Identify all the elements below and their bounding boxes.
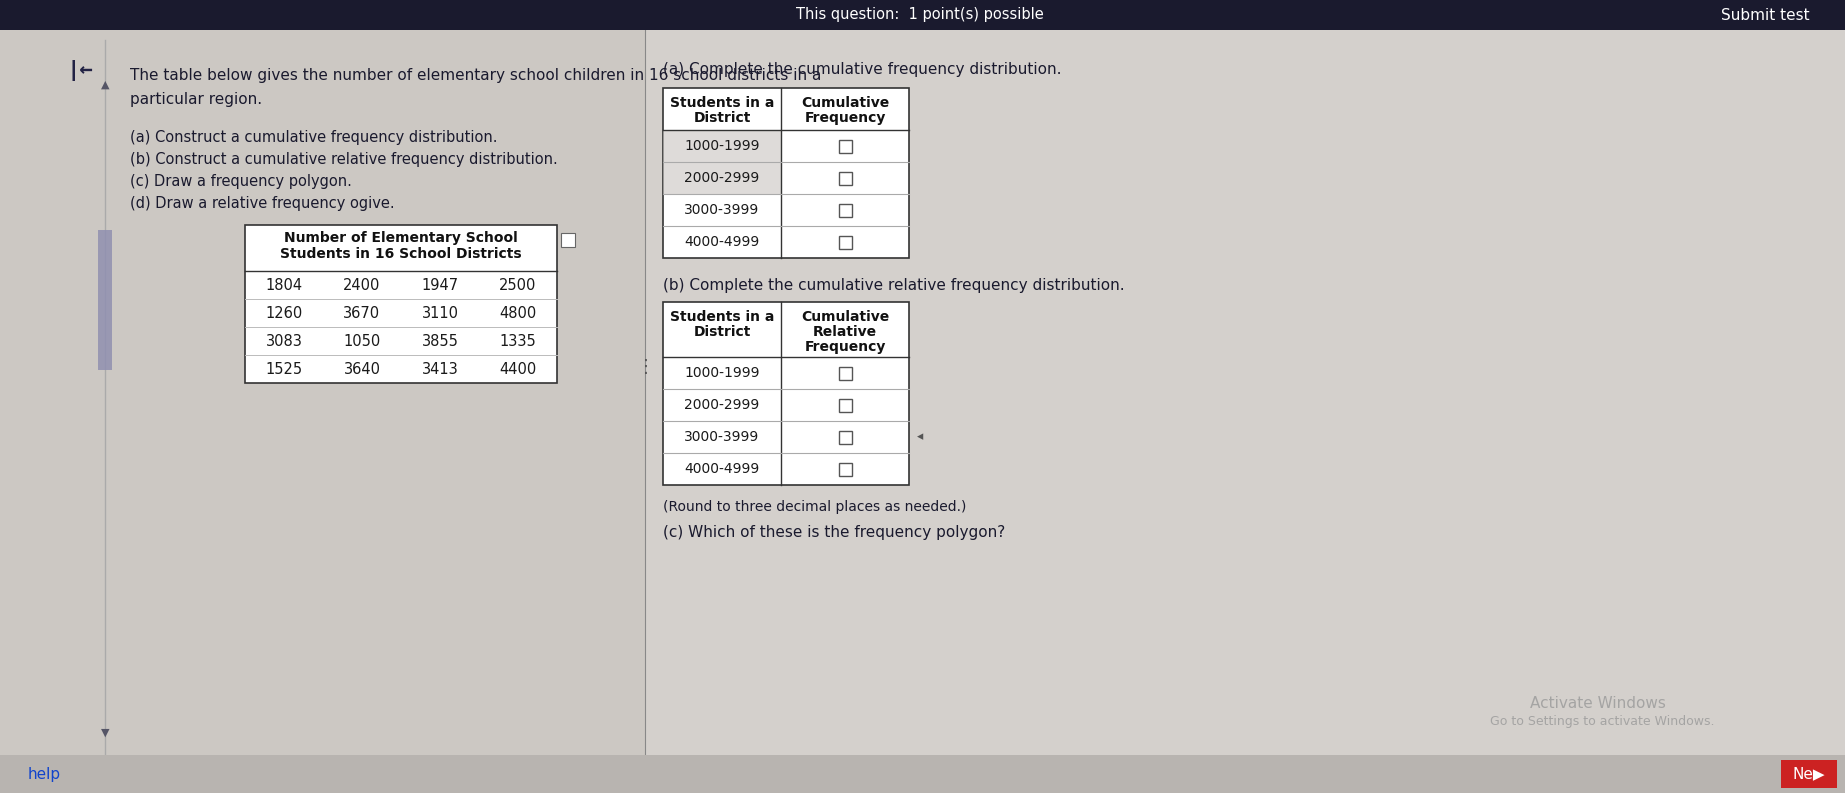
Text: 4000-4999: 4000-4999 <box>684 235 760 249</box>
Text: 1335: 1335 <box>500 334 537 348</box>
Text: Relative: Relative <box>814 325 876 339</box>
Text: ◂: ◂ <box>917 431 922 443</box>
Text: 1000-1999: 1000-1999 <box>684 139 760 153</box>
Text: 4400: 4400 <box>500 362 537 377</box>
Text: (a) Construct a cumulative frequency distribution.: (a) Construct a cumulative frequency dis… <box>129 130 498 145</box>
Bar <box>662 130 780 162</box>
Bar <box>0 0 1845 30</box>
Text: Students in a: Students in a <box>670 96 775 110</box>
Text: District: District <box>694 111 751 125</box>
Text: District: District <box>694 325 751 339</box>
Bar <box>838 462 852 476</box>
Text: 3640: 3640 <box>343 362 380 377</box>
Text: 3000-3999: 3000-3999 <box>684 430 760 444</box>
Bar <box>0 755 1845 793</box>
Text: 1260: 1260 <box>266 305 303 320</box>
Bar <box>838 236 852 248</box>
Text: (b) Complete the cumulative relative frequency distribution.: (b) Complete the cumulative relative fre… <box>662 278 1125 293</box>
Text: 1525: 1525 <box>266 362 303 377</box>
Text: 3855: 3855 <box>421 334 458 348</box>
Bar <box>561 233 576 247</box>
Bar <box>0 30 646 793</box>
Text: (Round to three decimal places as needed.): (Round to three decimal places as needed… <box>662 500 967 514</box>
Text: Number of Elementary School: Number of Elementary School <box>284 231 518 245</box>
Text: 1947: 1947 <box>421 278 459 293</box>
Bar <box>838 204 852 216</box>
Text: Frequency: Frequency <box>804 340 886 354</box>
Bar <box>838 366 852 380</box>
Text: Activate Windows: Activate Windows <box>1530 695 1666 711</box>
Bar <box>838 140 852 152</box>
Text: Students in 16 School Districts: Students in 16 School Districts <box>280 247 522 261</box>
Text: 1000-1999: 1000-1999 <box>684 366 760 380</box>
Text: Ne▶: Ne▶ <box>1793 767 1825 781</box>
Bar <box>838 171 852 185</box>
Text: 3083: 3083 <box>266 334 303 348</box>
Text: (b) Construct a cumulative relative frequency distribution.: (b) Construct a cumulative relative freq… <box>129 152 557 167</box>
Bar <box>662 302 910 485</box>
Text: (d) Draw a relative frequency ogive.: (d) Draw a relative frequency ogive. <box>129 196 395 211</box>
Bar <box>662 88 910 258</box>
Bar <box>245 225 557 383</box>
Text: 1804: 1804 <box>266 278 303 293</box>
Text: Submit test: Submit test <box>1721 7 1810 22</box>
Text: 1050: 1050 <box>343 334 380 348</box>
Text: (a) Complete the cumulative frequency distribution.: (a) Complete the cumulative frequency di… <box>662 62 1061 77</box>
Text: 3413: 3413 <box>423 362 458 377</box>
Text: 2000-2999: 2000-2999 <box>684 171 760 185</box>
Text: 3000-3999: 3000-3999 <box>684 203 760 217</box>
Text: particular region.: particular region. <box>129 92 262 107</box>
Bar <box>1780 760 1838 788</box>
Text: 4800: 4800 <box>500 305 537 320</box>
Text: 4000-4999: 4000-4999 <box>684 462 760 476</box>
Text: Cumulative: Cumulative <box>801 310 889 324</box>
Text: Frequency: Frequency <box>804 111 886 125</box>
Bar <box>838 431 852 443</box>
Text: 2400: 2400 <box>343 278 380 293</box>
Bar <box>646 30 1845 793</box>
Text: 2000-2999: 2000-2999 <box>684 398 760 412</box>
Text: Students in a: Students in a <box>670 310 775 324</box>
Text: 3110: 3110 <box>421 305 459 320</box>
Text: ▲: ▲ <box>101 80 109 90</box>
Text: This question:  1 point(s) possible: This question: 1 point(s) possible <box>797 7 1044 22</box>
Bar <box>838 399 852 412</box>
Text: help: help <box>28 767 61 781</box>
Text: 3670: 3670 <box>343 305 380 320</box>
Text: (c) Draw a frequency polygon.: (c) Draw a frequency polygon. <box>129 174 352 189</box>
Bar <box>662 162 780 194</box>
Text: Go to Settings to activate Windows.: Go to Settings to activate Windows. <box>1491 714 1714 727</box>
Text: ⋮: ⋮ <box>637 358 655 376</box>
Bar <box>98 230 113 370</box>
Text: The table below gives the number of elementary school children in 16 school dist: The table below gives the number of elem… <box>129 68 821 83</box>
Text: (c) Which of these is the frequency polygon?: (c) Which of these is the frequency poly… <box>662 525 1006 540</box>
Text: |←: |← <box>66 60 94 81</box>
Text: 2500: 2500 <box>500 278 537 293</box>
Text: Cumulative: Cumulative <box>801 96 889 110</box>
Text: ▼: ▼ <box>101 728 109 738</box>
